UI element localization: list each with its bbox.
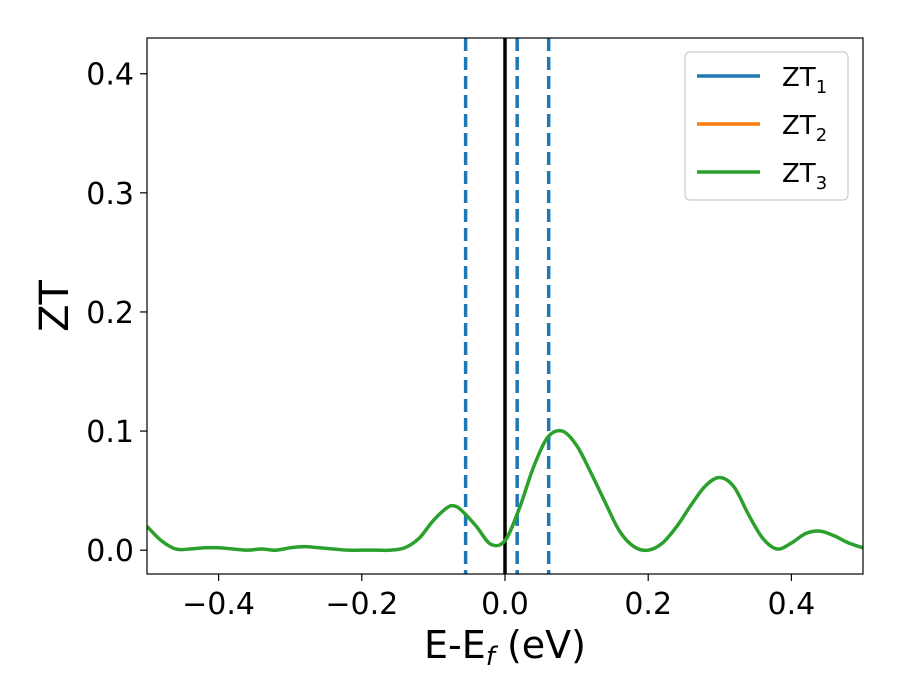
x-tick-label: 0.4 [768,587,816,622]
x-axis-ticks: −0.4 −0.2 0.0 0.2 0.4 [182,574,815,622]
y-tick-label: 0.2 [86,296,134,331]
x-tick-label: 0.2 [624,587,672,622]
legend-box [684,51,849,201]
y-tick-label: 0.3 [86,177,134,212]
legend: ZT1 ZT2 ZT3 [684,51,849,201]
reference-lines [463,38,551,574]
x-tick-label: −0.4 [182,587,255,622]
legend-label-3: ZT3 [782,159,827,194]
y-tick-label: 0.1 [86,415,134,450]
x-tick-label: −0.2 [325,587,398,622]
y-tick-label: 0.0 [86,534,134,569]
y-axis-title: ZT [32,280,78,332]
series-line-3 [147,428,863,553]
y-axis-ticks: 0.0 0.1 0.2 0.3 0.4 [86,58,147,569]
legend-label-2: ZT2 [782,111,827,146]
x-axis-title: E-Ef (eV) [424,623,586,672]
y-tick-label: 0.4 [86,58,134,93]
x-tick-label: 0.0 [481,587,529,622]
legend-label-1: ZT1 [782,63,827,98]
series-lines [147,428,863,553]
